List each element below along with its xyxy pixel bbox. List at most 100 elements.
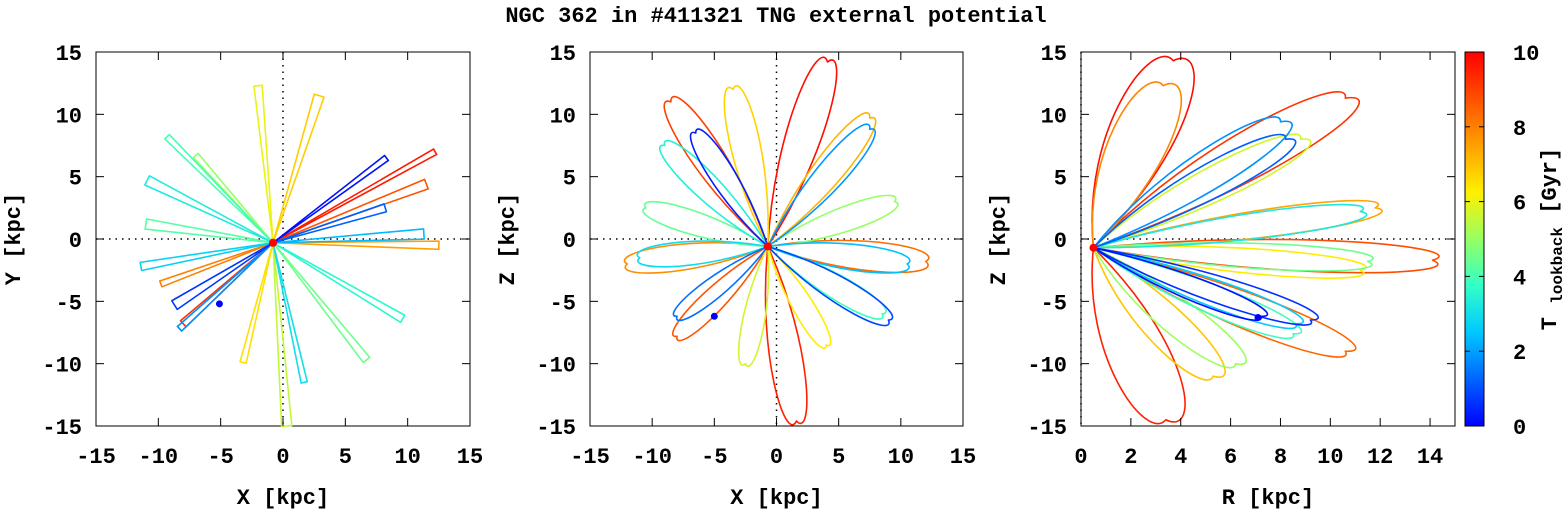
colorbar-label-sub: lookback [1549,227,1567,304]
colorbar-ticks: 0 2 4 6 8 10 [1465,42,1539,441]
panel-xy: -15 -10 -5 0 5 10 15 -15 -10 -5 0 5 10 15 X [kpc] Y [kp… [2,42,483,511]
y-tick-label: 0 [563,229,576,254]
x-tick-label: -15 [76,445,116,470]
y-tick-label: 0 [69,229,82,254]
orbit-series-1 [1091,247,1186,425]
orbit-series-2 [272,178,429,244]
orbit-series-19 [689,128,769,248]
colorbar-label-main: T [1538,317,1563,330]
y-axis-label: Y [kpc] [2,193,27,285]
orbit-series-15 [1092,116,1293,249]
x-tick-label: 8 [1274,445,1287,470]
orbit-series-4 [272,240,440,251]
start-position-marker [763,242,772,251]
y-tick-label: 15 [1041,42,1067,67]
x-tick-label: 10 [1317,445,1343,470]
y-tick-label: -15 [536,416,576,441]
orbit-series-17 [272,228,425,244]
orbit-series-2 [1092,91,1360,249]
x-tick-label: 12 [1367,445,1393,470]
orbit-series-3 [671,245,769,342]
x-tick-label: 15 [457,445,483,470]
orbit-series-5 [272,93,325,244]
orbit-series-8 [272,241,293,428]
orbit-series-20 [171,241,274,311]
orbit-series-17 [1093,246,1319,326]
colorbar-label-unit: [Gyr] [1538,148,1563,214]
orbit-series-14 [144,175,274,244]
x-axis-label: X [kpc] [730,486,822,511]
y-tick-label: 5 [69,167,82,192]
orbit-series-14 [1093,246,1305,330]
present-position-marker [1254,314,1262,322]
orbit-series-16 [767,123,876,248]
y-tick-label: -5 [1041,291,1067,316]
y-tick-label: 15 [56,42,82,67]
y-tick-label: -10 [1027,354,1067,379]
orbit-series-18 [767,245,894,327]
x-tick-label: -5 [701,445,727,470]
orbit-series-10 [767,194,899,248]
orbit-series-5 [1091,81,1183,249]
orbit-series-6 [767,112,877,248]
y-tick-label: -10 [42,354,82,379]
y-tick-label: 10 [56,104,82,129]
orbit-series-9 [1092,133,1312,249]
x-tick-label: 5 [339,445,352,470]
orbit-series-0 [766,56,838,247]
y-tick-label: -5 [550,291,576,316]
orbit-series-7 [723,85,769,247]
x-tick-label: -15 [570,445,610,470]
orbit-series-16 [1092,133,1297,249]
x-tick-label: 6 [1224,445,1237,470]
x-tick-label: 0 [1074,445,1087,470]
orbit-series-11 [1093,241,1374,272]
orbit-series-5 [623,241,769,274]
orbit-series-19 [272,203,388,244]
present-position-marker [215,300,223,308]
chart-title: NGC 362 in #411321 TNG external potentia… [505,4,1046,29]
start-position-marker [269,238,278,247]
colorbar-tick-label: 10 [1513,42,1539,67]
orbit-series-9 [737,246,770,367]
orbit-series-7 [1092,247,1226,381]
x-tick-label: -10 [139,445,179,470]
orbit-series-11 [144,218,274,244]
orbit-series-3 [158,241,274,288]
present-position-marker [710,312,718,320]
x-tick-label: -5 [207,445,233,470]
orbit-series-13 [658,139,769,248]
y-tick-label: 15 [550,42,576,67]
x-tick-label: 5 [832,445,845,470]
y-tick-label: -5 [56,291,82,316]
y-axis-label: Z [kpc] [496,193,521,285]
x-axis-label: R [kpc] [1222,486,1314,511]
colorbar-tick-label: 2 [1513,341,1526,366]
start-position-marker [1089,243,1098,252]
x-tick-label: 4 [1174,445,1187,470]
y-tick-label: -10 [536,354,576,379]
orbit-series-21 [272,154,390,244]
colorbar-label: T lookback [Gyr] [1538,148,1567,330]
x-tick-label: 10 [394,445,420,470]
orbit-series-0 [1091,55,1195,249]
orbit-series-4 [1093,246,1357,358]
y-tick-label: 10 [1041,104,1067,129]
x-axis-label: X [kpc] [237,486,329,511]
y-tick-label: 0 [1054,229,1067,254]
colorbar-gradient [1464,51,1485,427]
colorbar-tick-label: 0 [1513,416,1526,441]
x-tick-label: -10 [632,445,672,470]
orbit-series-13 [272,241,406,324]
x-tick-label: 2 [1124,445,1137,470]
y-tick-label: -15 [42,416,82,441]
orbit-series-13 [1093,203,1368,249]
orbit-series-16 [139,241,274,272]
orbit-series-12 [767,245,887,320]
orbit-series-1 [764,246,808,426]
x-tick-label: 0 [770,445,783,470]
orbit-series-11 [642,200,769,248]
orbit-series-7 [253,84,274,244]
orbit-series-10 [272,241,371,364]
